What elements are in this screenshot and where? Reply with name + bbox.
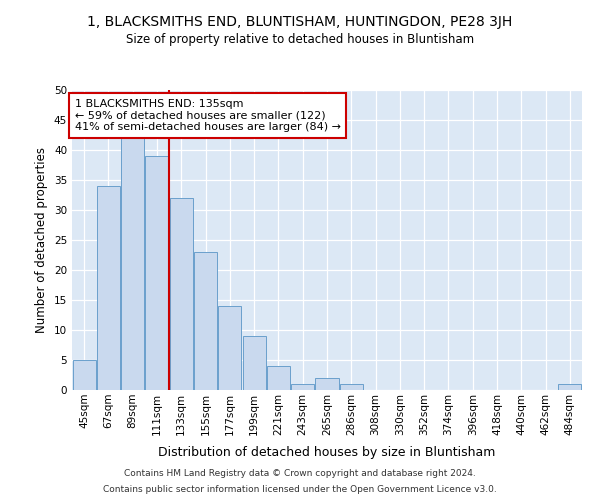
Text: Size of property relative to detached houses in Bluntisham: Size of property relative to detached ho… — [126, 32, 474, 46]
Bar — [97, 186, 120, 390]
Text: Contains public sector information licensed under the Open Government Licence v3: Contains public sector information licen… — [103, 485, 497, 494]
Bar — [242, 336, 266, 390]
Bar — [218, 306, 241, 390]
Bar — [559, 384, 581, 390]
Y-axis label: Number of detached properties: Number of detached properties — [35, 147, 49, 333]
Text: Contains HM Land Registry data © Crown copyright and database right 2024.: Contains HM Land Registry data © Crown c… — [124, 468, 476, 477]
Bar — [145, 156, 169, 390]
Bar — [340, 384, 363, 390]
Bar — [291, 384, 314, 390]
Text: 1 BLACKSMITHS END: 135sqm
← 59% of detached houses are smaller (122)
41% of semi: 1 BLACKSMITHS END: 135sqm ← 59% of detac… — [74, 99, 341, 132]
Bar — [316, 378, 338, 390]
Text: 1, BLACKSMITHS END, BLUNTISHAM, HUNTINGDON, PE28 3JH: 1, BLACKSMITHS END, BLUNTISHAM, HUNTINGD… — [88, 15, 512, 29]
X-axis label: Distribution of detached houses by size in Bluntisham: Distribution of detached houses by size … — [158, 446, 496, 459]
Bar — [267, 366, 290, 390]
Bar — [170, 198, 193, 390]
Bar — [121, 138, 144, 390]
Bar — [194, 252, 217, 390]
Bar — [73, 360, 95, 390]
